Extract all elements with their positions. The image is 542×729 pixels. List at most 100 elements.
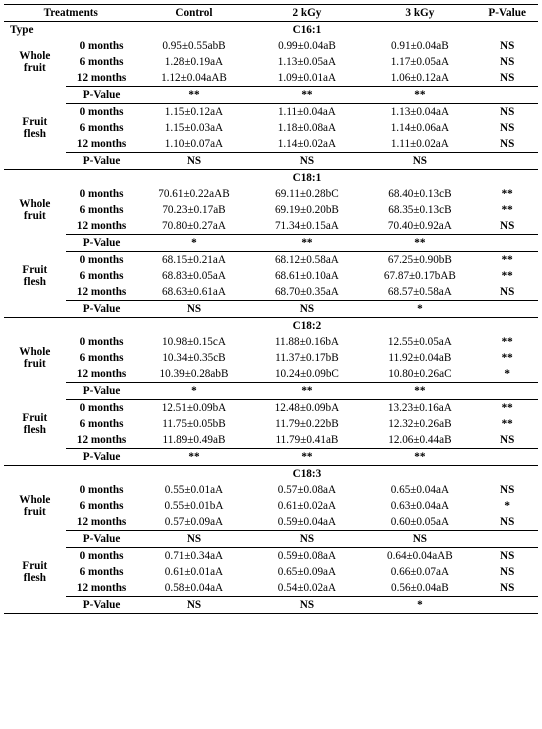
cell-control: 0.57±0.09aA (138, 514, 251, 531)
blank-cell (476, 318, 538, 335)
cell-pvalue: NS (476, 70, 538, 87)
pv-3kgy: * (363, 597, 476, 614)
pv-blank (476, 235, 538, 252)
table-row: 6 months1.28±0.19aA1.13±0.05aA1.17±0.05a… (4, 54, 538, 70)
blank-cell (66, 170, 138, 187)
cell-control: 1.12±0.04aAB (138, 70, 251, 87)
row-label: 12 months (66, 284, 138, 301)
table-row: 6 months70.23±0.17aB69.19±0.20bB68.35±0.… (4, 202, 538, 218)
cell-control: 70.80±0.27aA (138, 218, 251, 235)
cell-2kgy: 0.99±0.04aB (250, 38, 363, 54)
row-label: 0 months (66, 252, 138, 269)
pvalue-row: P-Value****** (4, 87, 538, 104)
blank-cell (4, 597, 66, 614)
type-label: Type (4, 22, 66, 39)
table-row: 12 months1.12±0.04aAB1.09±0.01aA1.06±0.1… (4, 70, 538, 87)
table-row: 12 months0.58±0.04aA0.54±0.02aA0.56±0.04… (4, 580, 538, 597)
blank-cell (4, 87, 66, 104)
cell-2kgy: 71.34±0.15aA (250, 218, 363, 235)
blank-cell (4, 153, 66, 170)
cell-pvalue: ** (476, 186, 538, 202)
cell-control: 0.55±0.01aA (138, 482, 251, 498)
section-C18:2: C18:2 (4, 318, 538, 335)
pv-2kgy: ** (250, 449, 363, 466)
cell-3kgy: 1.17±0.05aA (363, 54, 476, 70)
cell-pvalue: NS (476, 548, 538, 565)
cell-pvalue: * (476, 498, 538, 514)
row-label-pvalue: P-Value (66, 449, 138, 466)
row-label: 0 months (66, 186, 138, 202)
cell-control: 70.61±0.22aAB (138, 186, 251, 202)
row-label: 6 months (66, 120, 138, 136)
pv-3kgy: ** (363, 383, 476, 400)
pv-control: NS (138, 153, 251, 170)
pvalue-row: P-Value***** (4, 235, 538, 252)
cell-2kgy: 12.48±0.09bA (250, 400, 363, 417)
row-label-pvalue: P-Value (66, 597, 138, 614)
pv-control: ** (138, 449, 251, 466)
cell-3kgy: 67.87±0.17bAB (363, 268, 476, 284)
cell-3kgy: 0.91±0.04aB (363, 38, 476, 54)
row-label: 6 months (66, 350, 138, 366)
pv-2kgy: ** (250, 383, 363, 400)
flesh-label: Fruitflesh (4, 400, 66, 449)
row-label: 12 months (66, 218, 138, 235)
table-row: 12 months68.63±0.61aA68.70±0.35aA68.57±0… (4, 284, 538, 301)
table-row: Wholefruit0 months0.95±0.55abB0.99±0.04a… (4, 38, 538, 54)
pv-blank (476, 87, 538, 104)
cell-3kgy: 1.11±0.02aA (363, 136, 476, 153)
cell-3kgy: 0.66±0.07aA (363, 564, 476, 580)
cell-pvalue: ** (476, 334, 538, 350)
row-label-pvalue: P-Value (66, 531, 138, 548)
row-label: 12 months (66, 70, 138, 87)
cell-pvalue: NS (476, 284, 538, 301)
pvalue-row: P-ValueNSNS* (4, 301, 538, 318)
cell-3kgy: 68.35±0.13cB (363, 202, 476, 218)
cell-2kgy: 68.61±0.10aA (250, 268, 363, 284)
cell-control: 1.15±0.03aA (138, 120, 251, 136)
hdr-2kgy: 2 kGy (250, 5, 363, 22)
row-label: 0 months (66, 482, 138, 498)
pv-blank (476, 531, 538, 548)
table-row: 6 months68.83±0.05aA68.61±0.10aA67.87±0.… (4, 268, 538, 284)
hdr-pvalue: P-Value (476, 5, 538, 22)
cell-control: 68.83±0.05aA (138, 268, 251, 284)
pv-3kgy: ** (363, 235, 476, 252)
cell-pvalue: ** (476, 268, 538, 284)
cell-3kgy: 13.23±0.16aA (363, 400, 476, 417)
cell-control: 0.61±0.01aA (138, 564, 251, 580)
pv-blank (476, 383, 538, 400)
pv-3kgy: * (363, 301, 476, 318)
pv-3kgy: NS (363, 531, 476, 548)
cell-control: 0.58±0.04aA (138, 580, 251, 597)
blank-cell (66, 22, 138, 39)
row-label: 12 months (66, 366, 138, 383)
pv-2kgy: NS (250, 301, 363, 318)
row-label: 0 months (66, 104, 138, 121)
cell-control: 11.75±0.05bB (138, 416, 251, 432)
cell-pvalue: * (476, 366, 538, 383)
pv-3kgy: NS (363, 153, 476, 170)
row-label: 12 months (66, 136, 138, 153)
pvalue-row: P-ValueNSNSNS (4, 531, 538, 548)
cell-control: 10.34±0.35cB (138, 350, 251, 366)
blank-cell (4, 383, 66, 400)
cell-pvalue: NS (476, 514, 538, 531)
cell-3kgy: 12.06±0.44aB (363, 432, 476, 449)
cell-3kgy: 1.13±0.04aA (363, 104, 476, 121)
row-label: 0 months (66, 400, 138, 417)
blank-cell (476, 22, 538, 39)
cell-2kgy: 11.88±0.16bA (250, 334, 363, 350)
cell-2kgy: 11.79±0.41aB (250, 432, 363, 449)
cell-3kgy: 12.55±0.05aA (363, 334, 476, 350)
row-label: 6 months (66, 564, 138, 580)
row-label: 6 months (66, 54, 138, 70)
cell-pvalue: ** (476, 416, 538, 432)
cell-2kgy: 1.14±0.02aA (250, 136, 363, 153)
cell-control: 68.15±0.21aA (138, 252, 251, 269)
table-row: Fruitflesh0 months0.71±0.34aA0.59±0.08aA… (4, 548, 538, 565)
table-row: Wholefruit0 months0.55±0.01aA0.57±0.08aA… (4, 482, 538, 498)
cell-3kgy: 0.64±0.04aAB (363, 548, 476, 565)
pv-control: * (138, 235, 251, 252)
cell-3kgy: 68.40±0.13cB (363, 186, 476, 202)
